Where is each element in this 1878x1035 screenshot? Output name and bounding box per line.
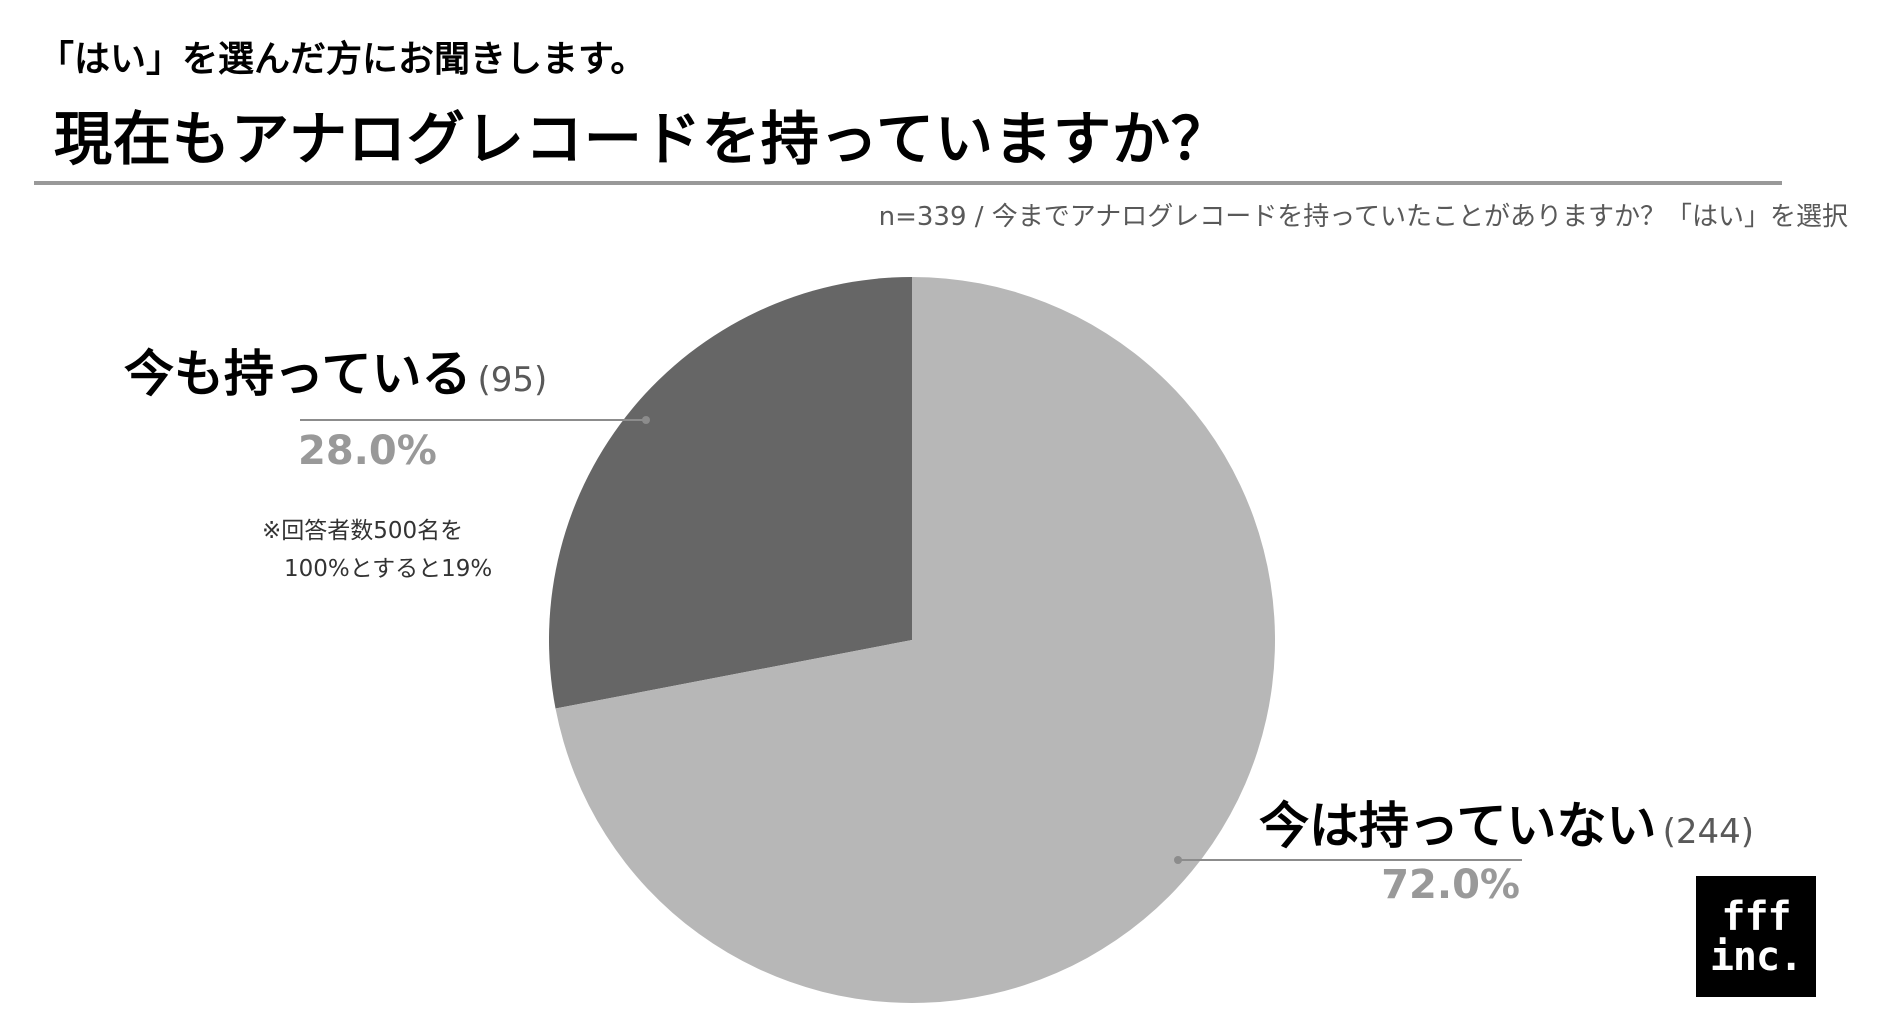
slice-label-text: 今も持っている xyxy=(124,345,472,403)
pie-slice-not-own xyxy=(555,277,1276,1004)
slice-count: (95) xyxy=(477,360,548,400)
leader-dot-still-own xyxy=(642,416,650,424)
pie-slice-still-own xyxy=(549,277,912,709)
slice-label-not-own: 今は持っていない (244) xyxy=(1259,786,1754,858)
slice-label-text: 今は持っていない xyxy=(1259,797,1657,855)
footnote-line: 100%とすると19% xyxy=(284,556,493,582)
sample-note: n=339 / 今までアナログレコードを持っていたことがありますか？「はい」を選… xyxy=(878,202,1848,232)
fff-logo: fff inc. xyxy=(1696,876,1816,997)
leader-dot-not-own xyxy=(1174,856,1182,864)
footnote: ※回答者数500名を 100%とすると19% xyxy=(262,512,492,588)
slice-percent-still-own: 28.0% xyxy=(298,428,437,474)
header-subtitle: 「はい」を選んだ方にお聞きします。 xyxy=(38,39,647,80)
title-divider xyxy=(34,181,1782,185)
slice-label-still-own: 今も持っている (95) xyxy=(124,334,547,406)
footnote-line: ※回答者数500名を xyxy=(262,518,464,544)
logo-line: inc. xyxy=(1709,933,1803,980)
slice-percent-not-own: 72.0% xyxy=(1381,862,1520,908)
page-title: 現在もアナログレコードを持っていますか？ xyxy=(54,105,1230,173)
slice-count: (244) xyxy=(1662,812,1754,852)
logo-line: fff xyxy=(1721,893,1791,940)
